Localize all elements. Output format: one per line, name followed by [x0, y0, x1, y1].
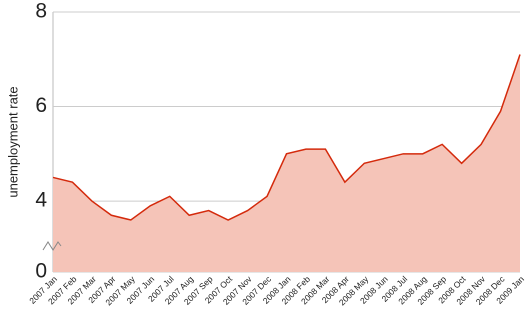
- y-tick-label: 4: [35, 189, 47, 212]
- area: [53, 54, 520, 272]
- line: [52, 54, 521, 221]
- y-tick-label: 8: [35, 0, 47, 23]
- y-axis-label: unemployment rate: [5, 86, 20, 197]
- y-tick-label: 6: [35, 94, 47, 117]
- y-tick-label: 0: [35, 260, 47, 283]
- axis-break: [42, 241, 62, 251]
